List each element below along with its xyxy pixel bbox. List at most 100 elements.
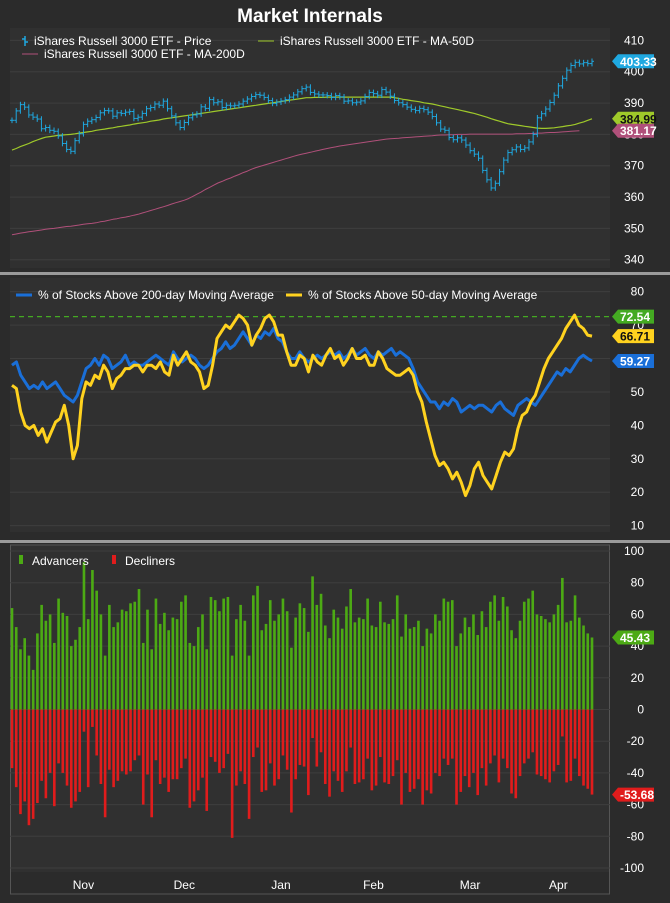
breadth-y-tick-label: 80: [631, 285, 645, 299]
legend-ma200-label: iShares Russell 3000 ETF - MA-200D: [44, 47, 245, 61]
price-bar: [270, 97, 275, 107]
price-bar: [94, 114, 99, 123]
price-bar: [459, 135, 464, 143]
chart-title: Market Internals: [237, 6, 383, 27]
price-bar: [161, 98, 166, 109]
advancers-bar: [209, 596, 213, 710]
price-bar: [211, 96, 216, 106]
advancers-bar: [535, 614, 539, 710]
breadth-y-tick-label: 20: [631, 485, 645, 499]
decliners-bar: [366, 709, 369, 759]
price-bar: [257, 91, 262, 99]
legend-above200-label: % of Stocks Above 200-day Moving Average: [38, 288, 274, 302]
decliners-bar: [158, 709, 162, 784]
decliners-bar: [501, 709, 505, 759]
advancers-bar: [531, 590, 535, 710]
price-bar: [98, 109, 103, 121]
decliners-bar: [10, 709, 14, 769]
decliners-bar: [116, 709, 120, 781]
advancers-bar: [484, 627, 488, 710]
ma50-last-value: 384.99: [620, 112, 657, 126]
advancers-bar: [425, 628, 429, 710]
price-bar: [39, 116, 44, 132]
price-bar: [518, 144, 523, 153]
price-bar: [43, 124, 48, 132]
advancers-bar: [379, 601, 382, 710]
ad-y-tick-label: 20: [631, 671, 645, 685]
advancers-bar: [544, 619, 547, 710]
price-bar: [573, 59, 578, 69]
decliners-bar: [23, 709, 27, 802]
price-bar: [157, 101, 162, 109]
price-y-tick-label: 390: [624, 96, 644, 110]
advancers-bar: [336, 617, 340, 710]
advancers-bar: [277, 614, 281, 710]
decliners-bar: [307, 709, 310, 796]
advancers-bar: [260, 630, 264, 710]
decliners-bar: [586, 709, 590, 789]
advancers-bar: [31, 669, 35, 710]
price-bar: [316, 91, 321, 98]
decliners-bar: [285, 709, 289, 770]
decliners-bar: [137, 709, 141, 756]
ad-y-tick-label: -80: [627, 829, 645, 843]
decliners-bar: [412, 709, 416, 789]
advancers-bar: [429, 633, 433, 710]
advancers-bar: [222, 598, 225, 710]
price-y-tick-label: 340: [624, 253, 644, 267]
decliners-bar: [290, 709, 293, 813]
advancers-bar: [315, 604, 319, 710]
advancers-bar: [357, 617, 361, 710]
decliners-bar: [74, 709, 77, 802]
price-bar: [64, 140, 69, 153]
advancers-bar: [408, 628, 412, 710]
advancers-bar: [14, 627, 18, 710]
decliners-bar: [340, 709, 344, 792]
price-bar: [136, 114, 141, 122]
decliners-bar: [112, 709, 115, 788]
price-bar: [85, 118, 90, 128]
price-bar: [514, 144, 519, 153]
price-bar: [455, 135, 460, 143]
decliners-bar: [561, 709, 564, 737]
decliners-bar: [27, 709, 31, 826]
decliners-bar: [391, 709, 395, 777]
price-plot-area: [10, 28, 610, 268]
decliners-bar: [256, 709, 259, 748]
decliners-bar: [188, 709, 192, 808]
price-bar: [543, 106, 548, 117]
advancers-bar: [78, 627, 82, 710]
advancers-bar: [412, 627, 416, 710]
decliners-bar: [78, 709, 82, 792]
advancers-bar: [112, 627, 115, 710]
decliners-bar: [213, 709, 217, 762]
decliners-bar: [243, 709, 247, 784]
advancers-bar: [552, 614, 556, 710]
price-bar: [472, 147, 477, 157]
ad-y-tick-label: -100: [620, 861, 644, 875]
legend-advancers: Advancers: [19, 554, 89, 568]
advancers-bar: [108, 604, 111, 710]
advancers-bar: [395, 595, 399, 710]
advancers-bar: [154, 598, 158, 710]
price-bar: [346, 98, 351, 105]
decliners-bar: [535, 709, 539, 775]
decliners-bar: [298, 709, 302, 765]
price-bar: [442, 126, 447, 134]
decliners-bar: [349, 709, 352, 748]
decliners-bar: [302, 709, 306, 767]
price-bar: [510, 146, 515, 156]
advancers-bar: [434, 614, 437, 710]
advancers-bar: [493, 595, 496, 710]
price-bar: [22, 101, 27, 110]
price-bar: [434, 113, 439, 126]
advancers-bar: [404, 614, 408, 710]
decliners-bar: [362, 709, 365, 780]
ad-y-tick-label: -40: [627, 766, 645, 780]
advancers-bar: [91, 570, 94, 710]
advancers-bar: [252, 595, 255, 710]
advancers-bar: [19, 649, 22, 710]
price-bar: [144, 105, 149, 117]
advancers-bar: [99, 614, 103, 710]
ad-y-tick-label: 0: [637, 703, 644, 717]
